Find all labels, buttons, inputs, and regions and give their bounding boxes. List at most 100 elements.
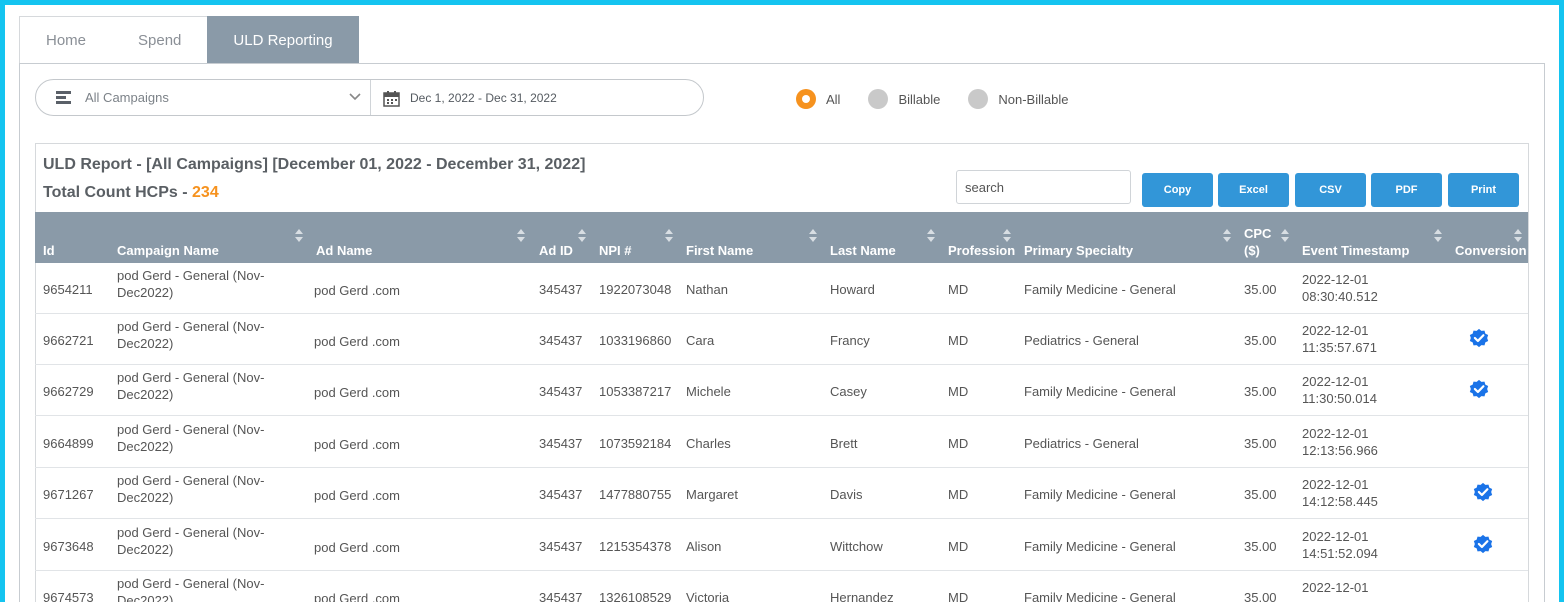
tab-spend[interactable]: Spend	[112, 16, 208, 63]
col-profession[interactable]: Profession	[948, 243, 1016, 258]
report-title: ULD Report - [All Campaigns] [December 0…	[43, 156, 586, 173]
cell-npi: 1033196860	[599, 333, 672, 348]
total-count-value: 234	[192, 184, 219, 201]
campaign-line-1: pod Gerd - General (Nov-	[117, 525, 265, 540]
cell-id: 9654211	[43, 282, 93, 297]
tab-uld-reporting[interactable]: ULD Reporting	[207, 16, 359, 63]
date-range-picker[interactable]: Dec 1, 2022 - Dec 31, 2022	[371, 80, 703, 115]
timestamp-date: 2022-12-01	[1302, 529, 1369, 544]
cell-ad-name: pod Gerd .com	[314, 437, 400, 452]
cell-profession: MD	[948, 333, 969, 348]
sort-icon[interactable]	[1514, 229, 1522, 243]
cell-npi: 1053387217	[599, 384, 672, 399]
cell-campaign: pod Gerd - General (Nov- Dec2022)	[117, 318, 264, 352]
search-input[interactable]	[956, 170, 1131, 204]
total-count: Total Count HCPs - 234	[43, 184, 219, 202]
cell-campaign: pod Gerd - General (Nov- Dec2022)	[117, 472, 264, 506]
col-ad-id[interactable]: Ad ID	[539, 243, 573, 258]
cell-profession: MD	[948, 487, 969, 502]
cell-first-name: Charles	[686, 436, 731, 451]
filter-bar: All Campaigns Dec 1, 2022 - Dec 31, 2022	[35, 79, 704, 116]
tab-home[interactable]: Home	[19, 16, 113, 63]
billing-filter: All Billable Non-Billable	[796, 89, 1096, 109]
cell-profession: MD	[948, 539, 969, 554]
col-first-name[interactable]: First Name	[686, 243, 754, 258]
excel-button[interactable]: Excel	[1218, 173, 1289, 207]
chevron-down-icon	[349, 93, 361, 101]
cell-cpc: 35.00	[1244, 590, 1277, 602]
timestamp-date: 2022-12-01	[1302, 580, 1369, 595]
cell-specialty: Family Medicine - General	[1024, 539, 1176, 554]
radio-billable-label: Billable	[898, 91, 941, 107]
col-id[interactable]: Id	[43, 243, 55, 258]
campaign-line-1: pod Gerd - General (Nov-	[117, 268, 265, 283]
radio-billable[interactable]: Billable	[868, 89, 940, 109]
radio-unselected-icon	[968, 89, 989, 109]
cell-npi: 1922073048	[599, 282, 672, 297]
col-primary-specialty[interactable]: Primary Specialty	[1024, 243, 1134, 258]
campaign-line-2: Dec2022)	[117, 439, 174, 454]
cell-specialty: Family Medicine - General	[1024, 282, 1176, 297]
cell-ad-name: pod Gerd .com	[314, 488, 400, 503]
col-event-timestamp[interactable]: Event Timestamp	[1302, 243, 1410, 258]
cell-campaign: pod Gerd - General (Nov- Dec2022)	[117, 575, 264, 602]
timestamp-time: 14:51:52.094	[1302, 546, 1378, 561]
cell-ad-name: pod Gerd .com	[314, 540, 400, 555]
table-row[interactable]: 9662729 pod Gerd - General (Nov- Dec2022) p…	[35, 365, 1528, 416]
csv-button[interactable]: CSV	[1295, 173, 1366, 207]
campaign-select-value: All Campaigns	[85, 90, 169, 105]
sort-icon[interactable]	[1223, 229, 1231, 243]
cell-profession: MD	[948, 282, 969, 297]
campaign-select[interactable]: All Campaigns	[36, 80, 371, 115]
cell-ad-id: 345437	[539, 539, 583, 554]
col-npi[interactable]: NPI #	[599, 243, 632, 258]
cell-id: 9671267	[43, 487, 94, 502]
radio-all[interactable]: All	[796, 89, 840, 109]
table-row[interactable]: 9662721 pod Gerd - General (Nov- Dec2022) p…	[35, 314, 1528, 365]
table-row[interactable]: 9664899 pod Gerd - General (Nov- Dec2022) p…	[35, 417, 1528, 468]
sort-icon[interactable]	[1003, 229, 1011, 243]
campaign-line-1: pod Gerd - General (Nov-	[117, 422, 265, 437]
cell-specialty: Family Medicine - General	[1024, 590, 1176, 602]
campaign-line-1: pod Gerd - General (Nov-	[117, 370, 265, 385]
sort-icon[interactable]	[1434, 229, 1442, 243]
radio-unselected-icon	[868, 89, 889, 109]
cell-npi: 1477880755	[599, 487, 672, 502]
col-cpc[interactable]: CPC	[1244, 226, 1272, 241]
sort-icon[interactable]	[295, 229, 303, 243]
cell-campaign: pod Gerd - General (Nov- Dec2022)	[117, 369, 264, 403]
sort-icon[interactable]	[1281, 229, 1289, 243]
sort-icon[interactable]	[665, 229, 673, 243]
sort-icon[interactable]	[809, 229, 817, 243]
cell-specialty: Pediatrics - General	[1024, 333, 1139, 348]
sort-icon[interactable]	[578, 229, 586, 243]
cell-ad-name: pod Gerd .com	[314, 283, 400, 298]
cell-campaign: pod Gerd - General (Nov- Dec2022)	[117, 267, 264, 301]
cell-cpc: 35.00	[1244, 384, 1277, 399]
table-row[interactable]: 9654211 pod Gerd - General (Nov- Dec2022) p…	[35, 263, 1528, 314]
table-row[interactable]: 9671267 pod Gerd - General (Nov- Dec2022) p…	[35, 468, 1528, 519]
table-row[interactable]: 9673648 pod Gerd - General (Nov- Dec2022) p…	[35, 520, 1528, 571]
col-conversion[interactable]: Conversion	[1455, 243, 1527, 258]
sort-icon[interactable]	[517, 229, 525, 243]
cell-ad-id: 345437	[539, 487, 583, 502]
sort-icon[interactable]	[927, 229, 935, 243]
cell-event-timestamp: 2022-12-01 11:30:50.014	[1302, 373, 1377, 407]
cell-npi: 1073592184	[599, 436, 672, 451]
cell-event-timestamp: 2022-12-01 14:12:58.445	[1302, 476, 1378, 510]
campaign-line-2: Dec2022)	[117, 490, 174, 505]
copy-button[interactable]: Copy	[1142, 173, 1213, 207]
col-ad-name[interactable]: Ad Name	[316, 243, 373, 258]
tab-bar: Home Spend ULD Reporting	[19, 16, 359, 64]
pdf-button[interactable]: PDF	[1371, 173, 1442, 207]
cell-ad-id: 345437	[539, 384, 583, 399]
col-last-name[interactable]: Last Name	[830, 243, 896, 258]
cell-cpc: 35.00	[1244, 487, 1277, 502]
campaign-line-1: pod Gerd - General (Nov-	[117, 576, 265, 591]
col-campaign-name[interactable]: Campaign Name	[117, 243, 219, 258]
cell-profession: MD	[948, 590, 969, 602]
radio-non-billable[interactable]: Non-Billable	[968, 89, 1068, 109]
campaign-line-1: pod Gerd - General (Nov-	[117, 319, 265, 334]
table-row[interactable]: 9674573 pod Gerd - General (Nov- Dec2022) p…	[35, 571, 1528, 602]
print-button[interactable]: Print	[1448, 173, 1519, 207]
